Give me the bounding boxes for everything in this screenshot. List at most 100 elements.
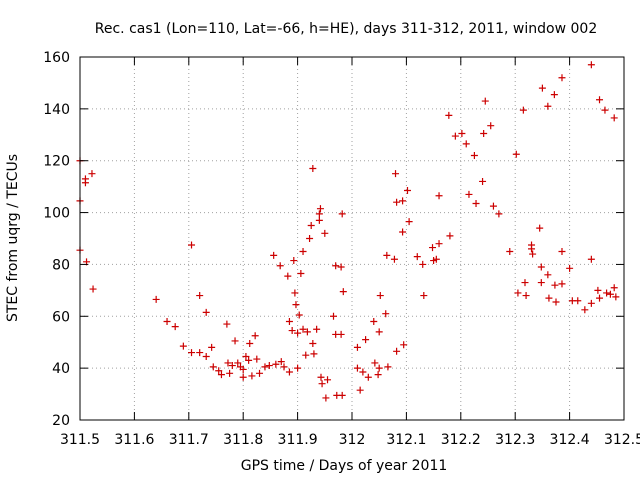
x-tick-label: 311.7 — [169, 432, 209, 448]
data-point-plus — [470, 152, 478, 160]
data-point-plus — [393, 347, 401, 355]
data-point-plus — [303, 328, 311, 336]
data-point-plus — [290, 257, 298, 265]
data-point-plus — [479, 177, 487, 185]
data-point-plus — [322, 394, 330, 402]
data-point-plus — [480, 129, 488, 137]
data-point-plus — [239, 373, 247, 381]
data-point-plus — [376, 292, 384, 300]
data-point-plus — [374, 371, 382, 379]
x-tick-label: 311.5 — [60, 432, 100, 448]
data-point-plus — [551, 281, 559, 289]
data-point-plus — [316, 205, 324, 213]
data-point-plus — [465, 190, 473, 198]
y-tick-label: 80 — [52, 257, 70, 273]
data-point-plus — [318, 380, 326, 388]
data-point-plus — [522, 292, 530, 300]
data-point-plus — [601, 106, 609, 114]
data-point-plus — [224, 359, 232, 367]
data-point-plus — [596, 96, 604, 104]
data-point-plus — [529, 250, 537, 258]
y-tick-label: 20 — [52, 413, 70, 429]
data-point-plus — [231, 337, 239, 345]
data-point-plus — [371, 359, 379, 367]
data-point-plus — [217, 371, 225, 379]
data-point-plus — [420, 292, 428, 300]
data-point-plus — [256, 369, 264, 377]
data-point-plus — [277, 358, 285, 366]
data-point-plus — [403, 187, 411, 195]
y-tick-label: 160 — [43, 50, 70, 66]
data-point-plus — [215, 367, 223, 375]
data-point-plus — [292, 301, 300, 309]
data-point-plus — [88, 170, 96, 178]
data-point-plus — [384, 363, 392, 371]
data-point-plus — [209, 363, 217, 371]
data-point-plus — [248, 372, 256, 380]
data-point-plus — [285, 368, 293, 376]
data-point-plus — [163, 317, 171, 325]
data-point-plus — [196, 292, 204, 300]
data-point-plus — [171, 323, 179, 331]
data-point-plus — [359, 368, 367, 376]
data-point-plus — [245, 356, 253, 364]
data-point-plus — [587, 255, 595, 263]
data-point-plus — [226, 369, 234, 377]
data-point-plus — [610, 114, 618, 122]
x-tick-label: 311.6 — [114, 432, 154, 448]
data-point-plus — [188, 241, 196, 249]
data-point-plus — [315, 210, 323, 218]
data-point-plus — [538, 84, 546, 92]
data-point-plus — [370, 317, 378, 325]
axis-ticks — [79, 56, 625, 421]
data-point-plus — [242, 352, 250, 360]
data-point-plus — [338, 391, 346, 399]
x-tick-label: 312 — [339, 432, 366, 448]
y-tick-label: 140 — [43, 102, 70, 118]
data-point-plus — [246, 340, 254, 348]
data-point-plus — [307, 222, 315, 230]
data-point-plus — [295, 311, 303, 319]
data-point-plus — [339, 288, 347, 296]
data-point-plus — [297, 270, 305, 278]
data-point-plus — [519, 106, 527, 114]
data-point-plus — [566, 264, 574, 272]
x-tick-label: 311.9 — [278, 432, 318, 448]
data-point-plus — [606, 290, 614, 298]
data-point-plus — [89, 285, 97, 293]
data-point-plus — [375, 328, 383, 336]
data-point-plus — [375, 364, 383, 372]
data-point-plus — [309, 340, 317, 348]
data-point-plus — [574, 297, 582, 305]
data-point-plus — [313, 325, 321, 333]
data-point-plus — [338, 210, 346, 218]
data-point-plus — [315, 216, 323, 224]
x-tick-label: 311.8 — [223, 432, 263, 448]
data-point-plus — [506, 247, 514, 255]
data-point-plus — [413, 253, 421, 261]
data-point-plus — [481, 97, 489, 105]
data-point-plus — [272, 360, 280, 368]
x-tick-label: 312.4 — [550, 432, 590, 448]
data-point-plus — [317, 373, 325, 381]
y-tick-label: 100 — [43, 206, 70, 222]
data-point-plus — [552, 298, 560, 306]
data-point-plus — [234, 359, 242, 367]
data-point-plus — [383, 251, 391, 259]
data-point-plus — [208, 343, 216, 351]
data-point-plus — [202, 352, 210, 360]
y-tick-label: 120 — [43, 154, 70, 170]
data-point-plus — [152, 295, 160, 303]
data-point-plus — [429, 244, 437, 252]
data-point-plus — [537, 279, 545, 287]
data-point-plus — [399, 197, 407, 205]
data-point-plus — [337, 263, 345, 271]
data-point-plus — [610, 284, 618, 292]
x-axis-tick-labels: 311.5 311.6 311.7 311.8 311.9 312 312.1 312.2 31… — [60, 432, 640, 448]
x-axis-title: GPS time / Days of year 2011 — [241, 458, 448, 474]
data-point-plus — [544, 102, 552, 110]
data-point-plus — [265, 362, 273, 370]
data-point-plus — [462, 140, 470, 148]
data-point-plus — [612, 293, 620, 301]
data-point-plus — [382, 310, 390, 318]
